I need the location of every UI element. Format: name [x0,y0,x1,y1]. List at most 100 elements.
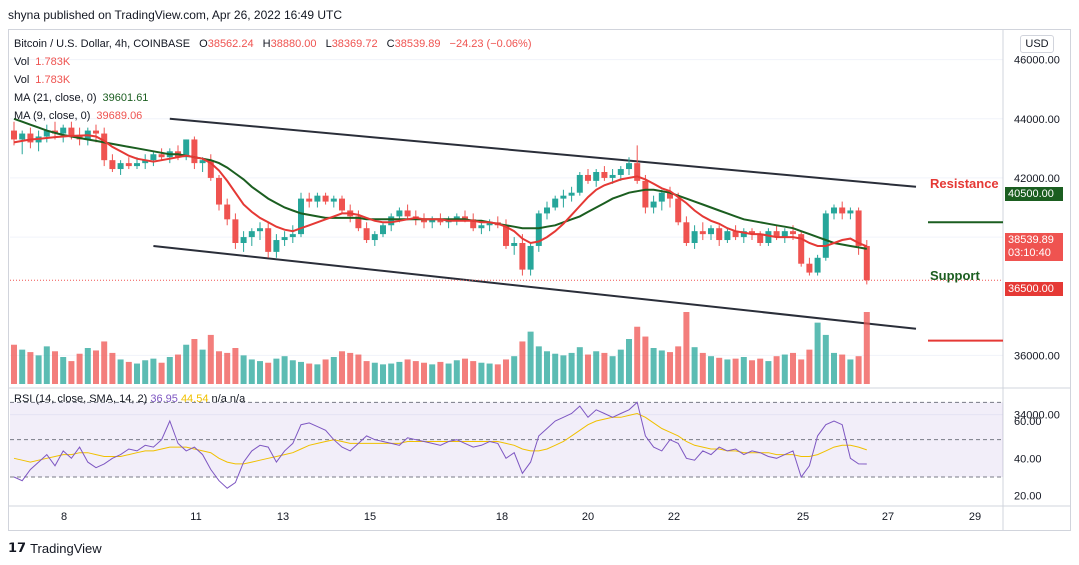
candle-body [437,219,444,223]
candle-body [560,195,567,199]
volume-bar [421,362,427,384]
volume-bar [765,361,772,384]
volume-bar [183,344,190,384]
volume-bar [503,359,509,384]
time-axis-label: 11 [190,511,201,523]
candle-body [708,228,714,235]
volume-bar [101,341,108,384]
candle-body [650,201,657,208]
candle-body [388,216,395,226]
currency-badge[interactable]: USD [1020,35,1054,53]
price-axis-label: 44000.00 [1014,114,1060,126]
volume-bar [166,357,173,384]
volume-bar [19,349,26,384]
candle-body [757,234,764,243]
volume-bar [732,358,739,384]
candle-body [626,163,632,170]
rsi-axis-label: 40.00 [1014,453,1042,465]
ma9-label: MA (9, close, 0) [14,110,91,122]
ohlc-h-value: 38880.00 [270,38,317,50]
volume-bar [486,363,493,384]
volume-bar [322,359,329,384]
volume-bar [716,357,723,384]
volume-bar [216,351,222,384]
candle-body [691,231,698,243]
volume-bar [43,346,50,384]
footer: 𝟭𝟳 TradingView [8,540,102,556]
vol-label-2: Vol [14,74,30,86]
volume-bar [339,351,345,384]
chart-legend: Bitcoin / U.S. Dollar, 4h, COINBASE O385… [14,35,532,125]
volume-bar [552,353,559,384]
candle-body [248,231,255,238]
volume-bar [683,312,690,384]
candle-body [806,263,813,273]
candle-body [609,174,616,178]
ma21-label: MA (21, close, 0) [14,92,97,104]
support-price-tag: 36500.00 [1005,282,1063,296]
time-axis-label: 22 [668,511,680,523]
volume-bar [273,358,280,384]
candle-body [699,231,706,235]
candle-body [675,198,682,223]
time-axis-label: 27 [882,511,894,523]
candle-body [125,163,132,167]
candle-body [429,219,436,223]
volume-bar [240,355,247,384]
volume-bar [363,361,370,384]
time-axis-label: 8 [61,511,67,523]
candle-body [544,207,550,214]
rsi-value: 36.95 [150,393,178,405]
volume-bar [757,358,764,384]
rsi-lines [13,401,867,489]
candle-body [634,163,641,181]
candle-body [740,231,747,238]
volume-bar [93,350,99,384]
candle-body [486,222,493,226]
volume-bar [109,352,116,384]
volume-bar [585,354,591,384]
volume-bar [52,351,58,384]
candle-body [207,160,214,178]
volume-bar [207,334,214,384]
volume-bar [158,362,165,384]
candle-body [306,198,313,202]
volume-bar [617,349,624,384]
volume-bar [298,361,304,384]
ohlc-o-key: O [199,38,208,50]
candle-body [380,225,386,235]
trendline-lower [153,244,917,330]
candle-body [511,243,518,246]
volume-bar [117,359,124,384]
candle-body [585,174,591,181]
candle-body [732,231,739,238]
volume-bar [462,358,468,384]
candle-body [503,225,509,246]
candle-body [527,245,534,270]
candle-body [199,160,206,164]
volume-bar [708,356,714,384]
volume-bar [306,363,313,384]
candle-body [831,207,837,214]
current-price-value: 38539.89 [1008,234,1054,246]
volume-bar [535,346,542,384]
footer-brand[interactable]: TradingView [30,540,102,556]
candle-body [150,154,157,161]
candle-body [576,174,583,193]
candle-body [519,243,526,270]
ohlc-c-value: 38539.89 [394,38,441,50]
volume-bar [248,359,255,384]
candle-body [281,237,288,241]
candle-body [839,207,846,214]
volume-bar [667,352,673,384]
candle-body [339,198,345,211]
time-axis-label: 18 [496,511,508,523]
chart-frame[interactable] [8,29,1071,531]
candle-body [724,231,731,241]
candle-body [117,163,124,170]
volume-bar [699,352,706,384]
volume-bar [740,357,747,384]
volume-bar [593,351,600,384]
volume-bar [855,356,862,384]
